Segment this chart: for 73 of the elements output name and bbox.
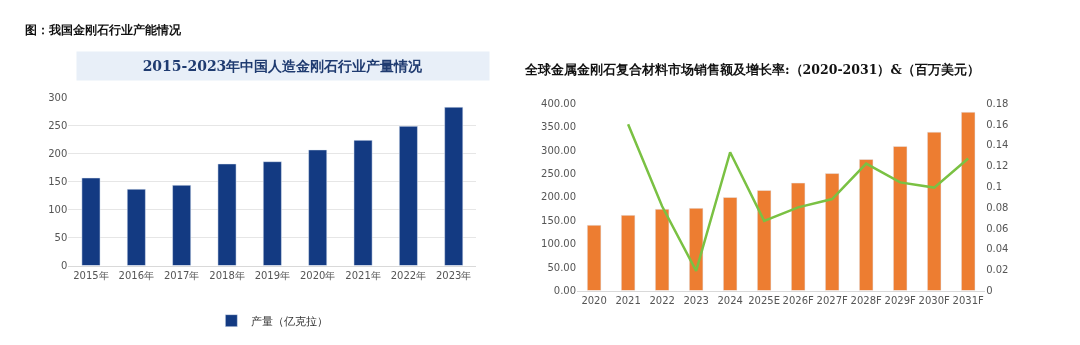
x-tick-label: 2016年	[118, 269, 155, 281]
x-tick-label: 2019年	[254, 269, 291, 281]
x-tick-label: 2024	[717, 294, 743, 306]
bar	[723, 197, 738, 291]
x-tick-label: 2021	[615, 294, 641, 306]
x-tick-label: 2028F	[850, 294, 883, 306]
y-tick-label: 250.00	[541, 168, 577, 180]
y2-tick-label: 0	[986, 285, 993, 297]
line-series	[626, 122, 970, 273]
bar	[655, 209, 670, 291]
y2-tick-label: 0.18	[986, 97, 1009, 109]
x-tick-label: 2017年	[163, 269, 200, 281]
bar	[825, 173, 840, 291]
y2-tick-label: 0.04	[986, 243, 1009, 255]
bar	[263, 161, 282, 266]
y2-tick-label: 0.06	[986, 222, 1009, 234]
x-tick-label: 2022年	[390, 269, 427, 281]
y-tick-label: 50	[54, 232, 68, 244]
bar	[961, 112, 976, 291]
bar	[689, 208, 704, 291]
bar	[308, 149, 328, 266]
x-tick-label: 2027F	[816, 294, 849, 306]
y2-tick-label: 0.08	[986, 201, 1009, 213]
x-tick-label: 2026F	[782, 294, 814, 306]
y-tick-label: 200	[48, 147, 68, 159]
bar	[399, 126, 418, 266]
y2-tick-label: 0.16	[986, 118, 1009, 130]
y-tick-label: 0	[60, 260, 68, 272]
x-tick-label: 2020	[581, 294, 607, 306]
y-tick-label: 300.00	[541, 144, 577, 156]
y-tick-label: 100.00	[541, 238, 577, 250]
y-tick-label: 150	[48, 175, 68, 187]
bar	[791, 182, 806, 291]
chart-title: 2015-2023年中国人造金刚石行业产量情况	[142, 58, 424, 74]
bar	[757, 190, 772, 291]
bar	[127, 188, 146, 266]
x-tick-label: 2023	[683, 294, 709, 306]
bar	[621, 215, 636, 291]
x-tick-label: 2015年	[73, 269, 109, 281]
y-tick-label: 100	[48, 203, 68, 215]
y-tick-label: 0.00	[553, 285, 577, 297]
y2-tick-label: 0.12	[986, 160, 1009, 172]
bar	[859, 159, 874, 291]
bar	[353, 140, 373, 266]
x-tick-label: 2020年	[299, 269, 336, 281]
bar	[587, 225, 602, 291]
y2-tick-label: 0.14	[986, 139, 1009, 151]
y2-tick-label: 0.02	[986, 264, 1009, 276]
x-tick-label: 2023年	[436, 269, 472, 281]
y-tick-label: 50.00	[547, 261, 577, 273]
y-tick-label: 200.00	[541, 191, 577, 203]
bar	[217, 163, 237, 266]
legend-label: 产量（亿克拉）	[251, 314, 329, 328]
x-tick-label: 2031F	[952, 294, 985, 306]
x-tick-label: 2021年	[345, 269, 381, 281]
bar	[81, 177, 101, 266]
x-tick-label: 2022	[649, 294, 675, 306]
x-tick-label: 2029F	[884, 294, 917, 306]
bar	[172, 185, 191, 266]
y-tick-label: 350.00	[541, 121, 577, 133]
y2-tick-label: 0.1	[986, 181, 1003, 193]
y-tick-label: 250	[48, 119, 68, 131]
bar	[893, 146, 908, 291]
text: 图：我国金刚石行业产能情况	[25, 23, 182, 37]
chart-title: 全球金属金刚石复合材料市场销售额及增长率:（2020-2031）&（百万美元）	[524, 62, 980, 77]
y-tick-label: 300	[48, 91, 68, 103]
bar	[927, 131, 942, 291]
x-tick-label: 2025E	[748, 294, 781, 306]
x-tick-label: 2030F	[918, 294, 951, 306]
y-tick-label: 400.00	[541, 97, 577, 109]
y-tick-label: 150.00	[541, 214, 577, 226]
bar	[444, 106, 464, 266]
x-tick-label: 2018年	[209, 269, 245, 281]
